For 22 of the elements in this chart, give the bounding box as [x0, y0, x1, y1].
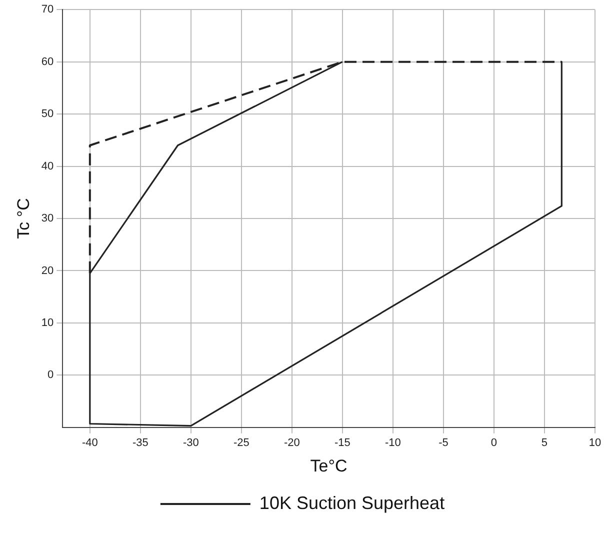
x-tick-label: -20: [284, 437, 300, 450]
x-tick-label: 0: [490, 437, 498, 450]
x-tick-label: -10: [385, 437, 401, 450]
x-tick-label: 10: [588, 437, 602, 450]
y-tick-label: 0: [48, 369, 54, 382]
y-tick-label: 30: [41, 212, 54, 225]
x-tick-label: -30: [182, 437, 199, 450]
y-tick-label: 60: [41, 56, 54, 68]
y-tick-label: 20: [41, 264, 54, 277]
y-tick-label: 50: [41, 108, 54, 120]
y-tick-label: 40: [41, 160, 54, 172]
x-tick-label: -35: [132, 437, 148, 450]
x-tick-label: -40: [82, 437, 98, 450]
y-axis-title: Tc °C: [14, 198, 33, 239]
y-tick-label: 70: [41, 4, 54, 16]
x-axis-title: Te°C: [310, 456, 348, 476]
x-tick-label: 5: [541, 437, 548, 450]
x-tick-label: -25: [233, 437, 250, 450]
x-tick-label: -15: [334, 437, 350, 450]
y-tick-label: 10: [41, 316, 54, 329]
legend-label: 10K Suction Superheat: [259, 492, 445, 513]
x-tick-label: -5: [438, 437, 448, 450]
